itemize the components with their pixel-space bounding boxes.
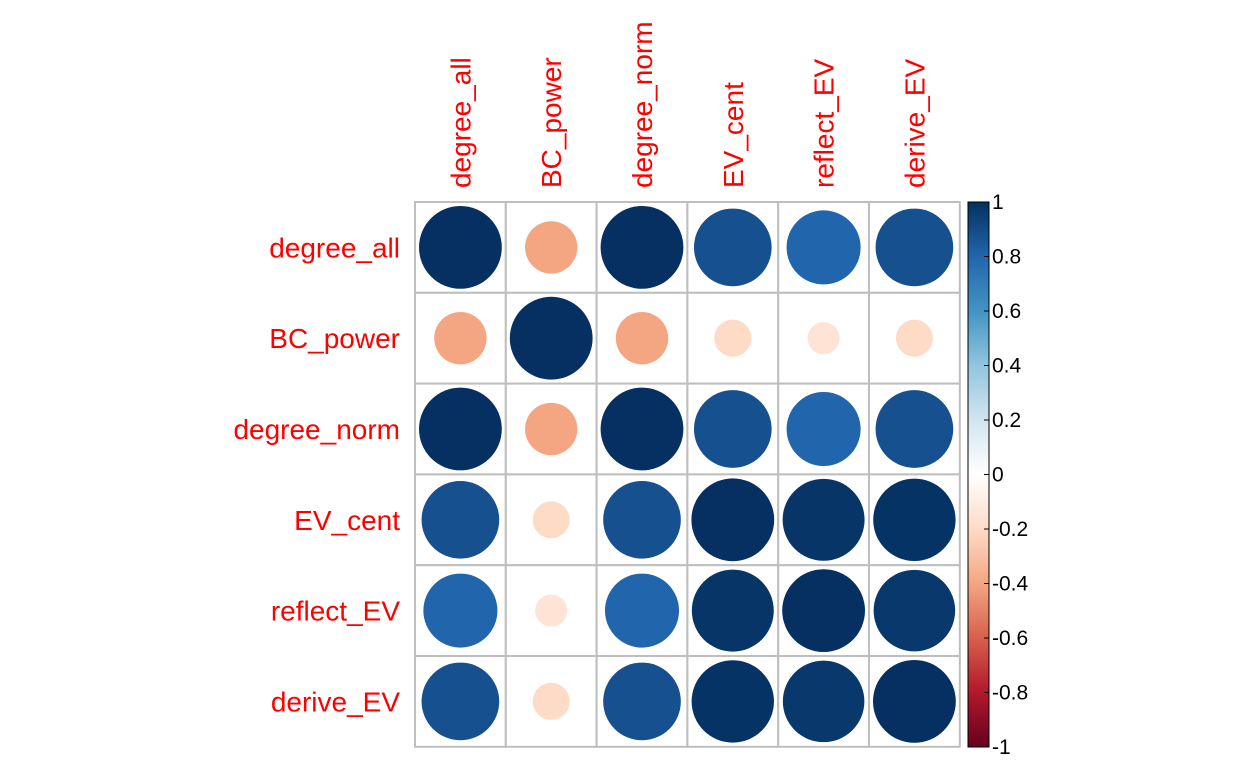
correlation-circle-BC_power-degree_norm <box>615 312 669 365</box>
correlation-circle-derive_EV-reflect_EV <box>782 660 865 743</box>
colorbar-tick-label: -0.6 <box>992 627 1028 650</box>
correlation-circle-reflect_EV-derive_EV <box>873 569 956 652</box>
correlation-circle-degree_all-EV_cent <box>693 208 772 287</box>
correlation-circle-reflect_EV-BC_power <box>535 594 568 627</box>
correlation-circle-reflect_EV-reflect_EV <box>782 569 865 652</box>
colorbar-tick-label: 0.4 <box>992 355 1022 378</box>
correlation-circle-degree_norm-degree_norm <box>600 387 684 471</box>
correlation-circle-EV_cent-BC_power <box>532 501 570 539</box>
row-label-reflect_EV: reflect_EV <box>271 596 400 627</box>
correlation-circle-EV_cent-degree_norm <box>603 480 681 559</box>
col-label-reflect_EV: reflect_EV <box>809 59 840 188</box>
correlation-circle-reflect_EV-degree_all <box>423 573 498 648</box>
colorbar-tick-label: 0 <box>992 464 1004 487</box>
row-label-BC_power: BC_power <box>269 323 400 354</box>
correlation-circle-derive_EV-EV_cent <box>691 660 774 743</box>
correlation-circle-derive_EV-derive_EV <box>873 660 956 743</box>
correlation-circle-degree_norm-derive_EV <box>875 390 954 468</box>
correlation-circle-EV_cent-degree_all <box>421 480 500 559</box>
col-label-degree_all: degree_all <box>445 57 476 188</box>
correlation-circle-reflect_EV-EV_cent <box>691 569 774 652</box>
colorbar-tick-label: -1 <box>992 736 1011 759</box>
correlation-circle-degree_norm-BC_power <box>525 402 578 456</box>
correlation-circle-degree_all-BC_power <box>525 221 578 274</box>
correlation-circle-degree_all-reflect_EV <box>786 210 861 285</box>
correlation-circle-degree_norm-degree_all <box>419 387 502 471</box>
correlation-circle-EV_cent-EV_cent <box>691 478 775 562</box>
correlation-circle-degree_all-degree_all <box>419 206 502 289</box>
correlation-circle-reflect_EV-degree_norm <box>604 573 680 648</box>
colorbar-tick-label: 0.2 <box>992 409 1021 432</box>
colorbar-tick-label: -0.2 <box>992 518 1028 541</box>
row-label-degree_norm: degree_norm <box>233 414 400 445</box>
correlation-circle-EV_cent-derive_EV <box>873 478 956 561</box>
colorbar-tick-label: 0.8 <box>992 246 1021 269</box>
correlation-circle-derive_EV-degree_all <box>421 662 500 741</box>
correlation-circle-degree_norm-reflect_EV <box>786 391 861 467</box>
correlation-circle-EV_cent-reflect_EV <box>782 478 865 561</box>
colorbar-tick-label: -0.8 <box>992 682 1028 705</box>
correlation-circle-derive_EV-degree_norm <box>603 662 681 741</box>
correlation-circle-derive_EV-BC_power <box>532 682 570 720</box>
colorbar-tick-label: -0.4 <box>992 573 1029 596</box>
correlation-circle-degree_norm-EV_cent <box>693 390 772 468</box>
col-label-degree_norm: degree_norm <box>627 21 658 188</box>
row-label-EV_cent: EV_cent <box>294 505 400 536</box>
colorbar-tick-label: 0.6 <box>992 300 1021 323</box>
correlation-circle-BC_power-degree_all <box>434 312 487 365</box>
correlation-circle-degree_all-derive_EV <box>875 208 954 287</box>
correlation-circle-BC_power-reflect_EV <box>807 322 840 355</box>
colorbar-tick-label: 1 <box>992 191 1004 214</box>
correlation-circle-BC_power-EV_cent <box>714 319 752 357</box>
col-label-EV_cent: EV_cent <box>718 82 749 188</box>
col-label-derive_EV: derive_EV <box>899 58 930 188</box>
correlation-circle-degree_all-degree_norm <box>600 206 684 289</box>
correlation-circle-BC_power-BC_power <box>509 296 593 380</box>
correlation-circle-BC_power-derive_EV <box>895 319 933 357</box>
row-label-derive_EV: derive_EV <box>271 686 401 717</box>
grid-cell <box>504 382 598 476</box>
col-label-BC_power: BC_power <box>536 57 567 188</box>
row-label-degree_all: degree_all <box>269 232 400 263</box>
